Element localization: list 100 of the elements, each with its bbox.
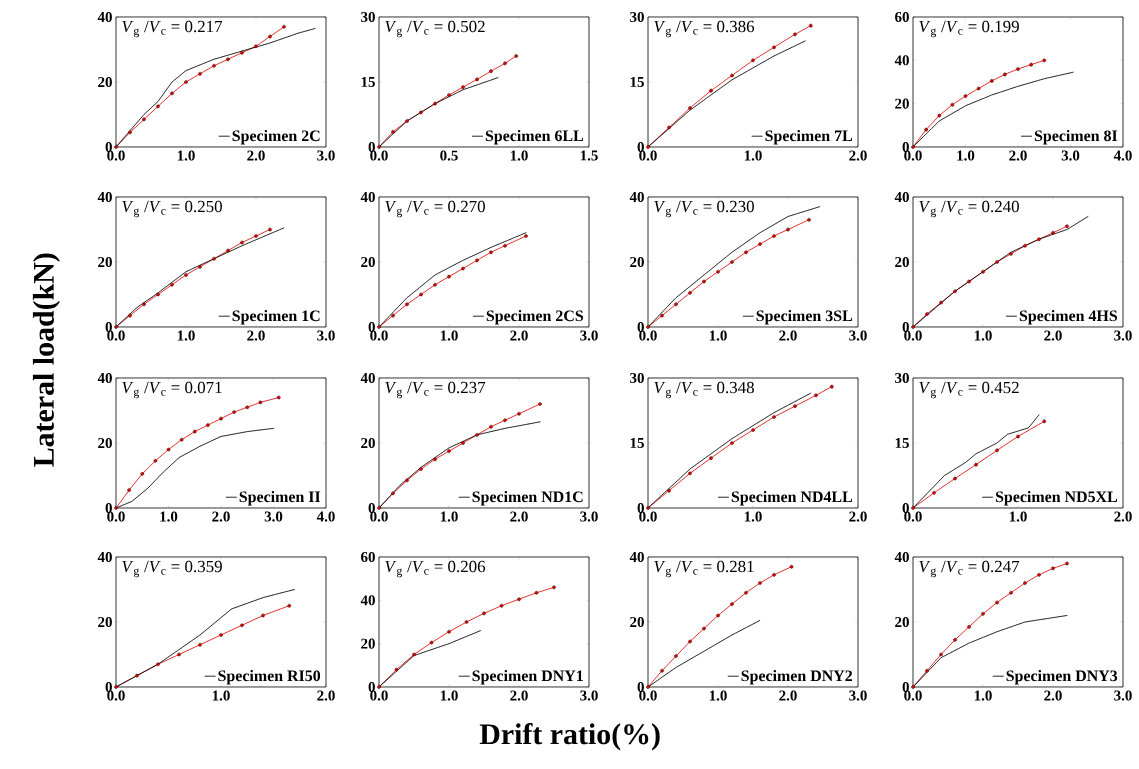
x-tick-label: 2.0	[849, 150, 867, 161]
y-tick-label: 40	[894, 55, 909, 66]
point	[142, 302, 146, 307]
point	[433, 457, 437, 462]
y-tick-label: 20	[630, 256, 644, 268]
point	[499, 603, 504, 608]
point	[1065, 224, 1069, 229]
point	[429, 640, 434, 645]
y-tick-label: 40	[97, 11, 112, 23]
point	[1009, 252, 1013, 256]
y-tick-label: 15	[630, 76, 644, 87]
point	[276, 395, 281, 400]
point	[552, 585, 556, 590]
point	[447, 629, 451, 634]
y-tick-label: 40	[97, 551, 112, 563]
point	[128, 130, 132, 135]
legend-label: Specimen 6LL	[485, 129, 584, 145]
x-tick-label: 1.5	[580, 150, 598, 161]
point	[391, 313, 395, 318]
x-tick-label: 3.0	[849, 330, 867, 341]
x-tick-label: 3.0	[264, 511, 283, 522]
point	[716, 269, 720, 274]
point	[1023, 243, 1027, 248]
y-tick-label: 0	[105, 321, 112, 333]
x-tick-label: 2.0	[779, 690, 797, 701]
x-tick-label: 2.0	[1044, 330, 1062, 341]
point	[793, 404, 797, 408]
point	[1029, 62, 1033, 67]
x-tick-label: 0.0	[107, 511, 125, 522]
point	[261, 613, 265, 618]
legend-label: Specimen II	[239, 490, 321, 506]
point	[489, 250, 493, 255]
x-tick-label: 2.0	[212, 511, 230, 522]
y-tick-label: 20	[895, 256, 909, 268]
point	[646, 685, 650, 689]
y-tick-label: 40	[629, 191, 644, 203]
annotation: V$_{g}$ /V$_{c}$ = 0.270	[385, 200, 485, 218]
x-tick-label: 1.0	[744, 511, 762, 522]
point	[391, 130, 395, 134]
annotation: V$_{g}$ /V$_{c}$ = 0.237	[385, 381, 486, 399]
point	[911, 325, 915, 329]
point	[688, 291, 692, 295]
legend-label: Specimen 7L	[765, 129, 853, 145]
y-tick-label: 20	[361, 437, 375, 449]
point	[758, 242, 762, 246]
point	[447, 93, 451, 97]
point	[911, 685, 915, 689]
point	[461, 85, 465, 89]
point	[674, 654, 678, 658]
point	[282, 24, 286, 29]
point	[924, 127, 928, 132]
legend-label: Specimen DNY1	[472, 669, 583, 685]
point	[646, 325, 650, 329]
point	[206, 423, 210, 427]
x-tick-label: 1.0	[160, 511, 178, 522]
legend-label: Specimen ND4LL	[731, 490, 853, 506]
x-tick-label: 2.0	[247, 330, 265, 341]
y-tick-label: 0	[902, 321, 909, 333]
point	[974, 462, 978, 467]
point	[534, 590, 539, 595]
point	[503, 418, 507, 423]
point	[925, 668, 929, 673]
y-tick-label: 40	[360, 372, 375, 384]
annotation: V$_{g}$ /V$_{c}$ = 0.386	[654, 20, 755, 38]
point	[688, 639, 692, 644]
point	[212, 63, 216, 68]
point	[153, 459, 158, 463]
point	[772, 45, 776, 50]
point	[170, 282, 174, 287]
point	[1003, 72, 1007, 77]
point	[447, 449, 451, 453]
point	[660, 313, 664, 318]
x-tick-label: 1.0	[212, 690, 230, 701]
point	[226, 248, 230, 253]
point	[517, 411, 521, 416]
x-tick-label: 2.0	[247, 150, 265, 161]
x-tick-label: 0.0	[639, 690, 657, 701]
point	[198, 642, 202, 647]
point	[751, 428, 755, 432]
point	[981, 612, 985, 616]
point	[981, 269, 985, 274]
y-tick-label: 30	[361, 11, 375, 23]
point	[995, 260, 999, 264]
y-tick-label: 15	[895, 437, 909, 448]
point	[226, 57, 230, 62]
x-tick-label: 4.0	[316, 511, 335, 522]
annotation: V$_{g}$ /V$_{c}$ = 0.348	[654, 381, 754, 399]
point	[212, 256, 216, 261]
y-tick-label: 0	[902, 681, 909, 693]
y-tick-label: 0	[902, 502, 909, 514]
point	[953, 289, 957, 294]
y-tick-label: 0	[637, 502, 644, 514]
x-tick-label: 0.0	[370, 511, 388, 522]
x-axis-title: Drift ratio(%)	[479, 723, 660, 751]
y-axis-title: Lateral load(kN)	[32, 253, 60, 467]
point	[391, 491, 395, 496]
x-tick-label: 3.0	[580, 330, 598, 341]
annotation: V$_{g}$ /V$_{c}$ = 0.359	[122, 560, 222, 578]
point	[1042, 58, 1047, 63]
point	[730, 260, 734, 264]
